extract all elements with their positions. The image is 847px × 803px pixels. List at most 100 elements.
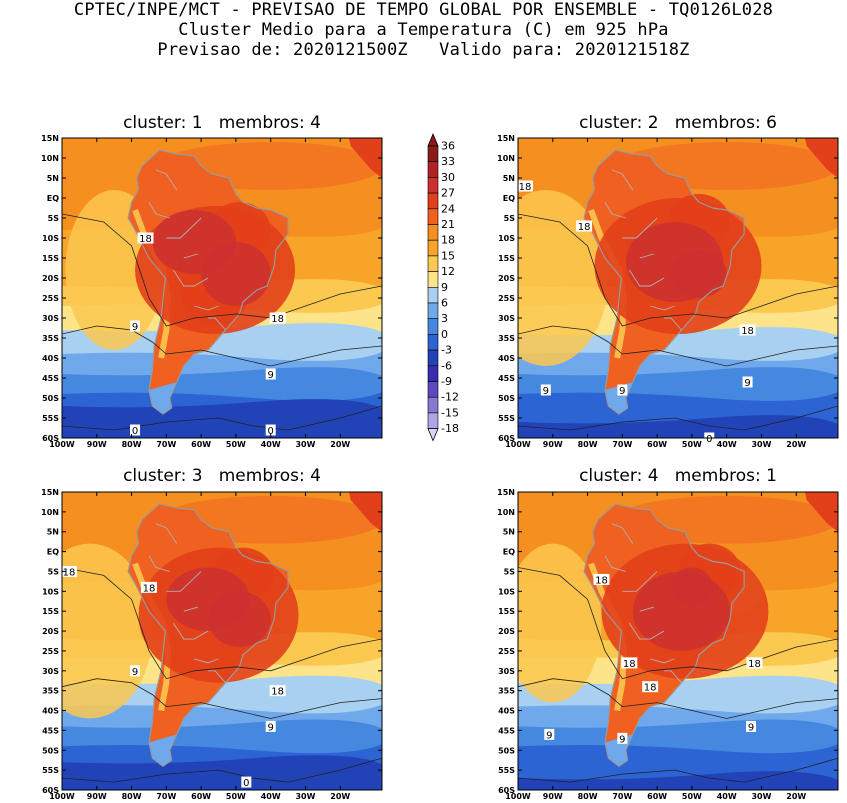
country-border: [622, 571, 658, 592]
country-border: [664, 317, 682, 331]
colorbar-label: 15: [441, 249, 455, 262]
lat-tick-label: 10S: [498, 234, 515, 243]
panel-1-title: cluster: 1 membros: 4: [123, 113, 321, 133]
country-border: [639, 606, 654, 612]
contour-label-bg: [60, 565, 77, 577]
lat-tick-label: EQ: [503, 548, 515, 557]
lon-tick-label: 20W: [330, 440, 350, 449]
lat-tick-label: 10N: [497, 508, 515, 517]
lat-tick-label: 15S: [42, 254, 59, 263]
contour-label: 9: [132, 322, 138, 333]
colorbar: 36 33 30 27 24 21 18 15 12 9 6 3 0 -3 -6 -9 -12 -15 -18: [424, 132, 464, 444]
contour-label: 18: [644, 683, 657, 694]
contour-line: [62, 678, 382, 719]
contour-label: 18: [748, 659, 761, 670]
contour-label-bg: [617, 384, 628, 396]
lat-tick-label: 60S: [498, 434, 515, 443]
lat-tick-label: 5N: [47, 528, 59, 537]
country-border: [155, 169, 178, 191]
lon-tick-label: 40W: [717, 440, 737, 449]
contour-line: [62, 757, 382, 783]
map-panel-4: 18 18 18 18 9 9 9 15N 10N 5N EQ 5S 10S 15S 20S 25S 30S 35…: [497, 488, 839, 801]
lat-tick-label: 10N: [41, 508, 59, 517]
lon-tick-label: 50W: [226, 440, 246, 449]
country-border: [628, 269, 665, 287]
country-border: [166, 217, 202, 239]
colorbar-label: 27: [441, 187, 455, 200]
colorbar-top-arrow: [427, 132, 439, 147]
contour-label: 18: [139, 234, 152, 245]
lat-tick-label: 25S: [498, 294, 515, 303]
country-border: [604, 201, 626, 219]
lon-tick-label: 100W: [49, 440, 75, 449]
hot-core: [671, 567, 713, 608]
lat-tick-label: 35S: [498, 687, 515, 696]
lat-tick-label: 45S: [498, 726, 515, 735]
lat-tick-label: 30S: [42, 314, 59, 323]
contour-line: [518, 678, 838, 719]
contour-label-bg: [576, 220, 593, 232]
contour-label-bg: [617, 732, 628, 744]
country-border: [650, 658, 675, 664]
colorbar-label: 21: [441, 218, 455, 231]
contour-line: [62, 567, 382, 680]
temperature-band: [518, 415, 838, 438]
lon-tick-label: 80W: [122, 792, 142, 801]
contour-label-bg: [269, 312, 286, 324]
country-border: [208, 670, 226, 684]
contour-label-bg: [130, 424, 141, 436]
country-border: [664, 670, 682, 684]
lat-tick-label: 25S: [498, 647, 515, 656]
lat-tick-label: 5N: [47, 174, 59, 183]
coastline: [583, 149, 745, 415]
coastline: [127, 503, 289, 767]
lon-tick-label: 80W: [578, 792, 598, 801]
lon-tick-label: 60W: [647, 792, 667, 801]
lon-tick-label: 30W: [751, 792, 771, 801]
lon-tick-label: 60W: [647, 440, 667, 449]
lon-tick-label: 40W: [261, 440, 281, 449]
contour-label: 18: [271, 687, 284, 698]
contour-label-bg: [265, 368, 276, 380]
lat-tick-label: 5N: [503, 528, 515, 537]
contour-label-bg: [130, 320, 141, 332]
lat-tick-label: 60S: [498, 786, 515, 795]
lon-tick-label: 30W: [751, 440, 771, 449]
colorbar-label: 0: [441, 328, 448, 341]
colorbar-segment: [427, 365, 439, 382]
map-frame: [61, 137, 383, 439]
lat-tick-label: 10S: [42, 587, 59, 596]
lon-tick-label: 60W: [191, 792, 211, 801]
lon-tick-label: 70W: [612, 440, 632, 449]
contour-label-bg: [265, 424, 276, 436]
lat-tick-label: 50S: [498, 394, 515, 403]
contour-label-bg: [746, 657, 763, 669]
lon-tick-label: 20W: [330, 792, 350, 801]
lat-tick-label: 10N: [41, 154, 59, 163]
country-border: [194, 658, 219, 664]
lat-tick-label: 40S: [498, 707, 515, 716]
colorbar-segment: [427, 271, 439, 288]
contour-label-bg: [739, 324, 756, 336]
lat-tick-label: 45S: [42, 726, 59, 735]
lat-tick-label: 5S: [504, 214, 516, 223]
lat-tick-label: 20S: [498, 274, 515, 283]
contour-label-bg: [265, 720, 276, 732]
colorbar-segment: [427, 239, 439, 257]
lon-tick-label: 20W: [786, 440, 806, 449]
contour-label: 0: [706, 434, 712, 445]
country-border: [155, 523, 178, 544]
lat-tick-label: 20S: [42, 274, 59, 283]
contour-label-bg: [540, 384, 551, 396]
contour-line: [518, 567, 838, 680]
contour-label: 18: [143, 583, 156, 594]
contour-line: [62, 213, 382, 327]
country-border: [604, 555, 626, 572]
colorbar-label: 12: [441, 265, 455, 278]
contour-label-bg: [241, 776, 252, 788]
contour-label: 18: [271, 314, 284, 325]
cool-anomaly: [518, 543, 602, 703]
lat-tick-label: 15S: [498, 607, 515, 616]
lon-tick-label: 40W: [261, 792, 281, 801]
lat-tick-label: 35S: [42, 334, 59, 343]
